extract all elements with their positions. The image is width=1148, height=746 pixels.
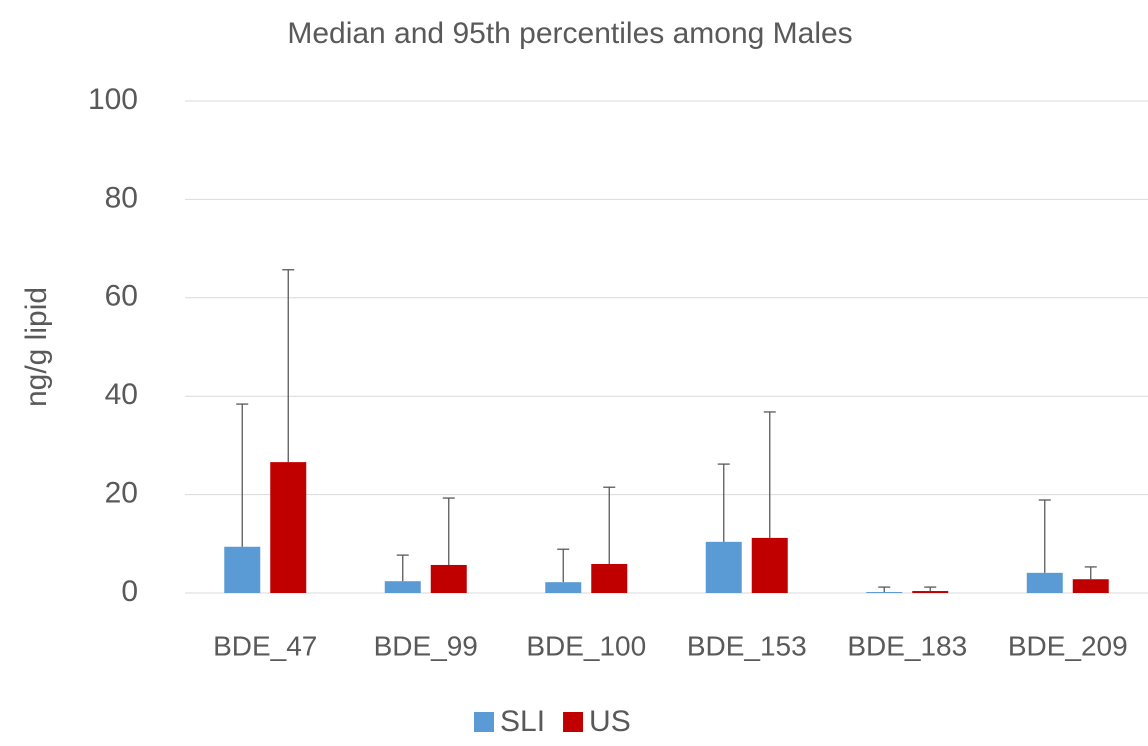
bar [430, 564, 467, 593]
legend-swatch [474, 712, 494, 732]
x-tick-label: BDE_153 [687, 630, 807, 661]
y-tick-label: 100 [88, 83, 138, 116]
y-tick-label: 0 [121, 575, 138, 608]
bar [270, 462, 307, 593]
y-tick-label: 40 [105, 378, 138, 411]
legend-label: US [589, 705, 631, 738]
bar [912, 591, 949, 593]
x-tick-label: BDE_47 [213, 630, 317, 661]
bar [545, 582, 582, 593]
bar [751, 537, 788, 593]
x-tick-label: BDE_183 [847, 630, 967, 661]
x-tick-label: BDE_100 [526, 630, 646, 661]
bar [705, 541, 742, 593]
bar [591, 563, 628, 593]
bar [1026, 572, 1063, 593]
chart-title: Median and 95th percentiles among Males [287, 17, 852, 50]
legend-label: SLI [500, 705, 545, 738]
y-axis-label: ng/g lipid [20, 287, 53, 407]
bar [1072, 579, 1109, 593]
bar [866, 592, 903, 593]
y-tick-label: 20 [105, 477, 138, 510]
y-tick-label: 60 [105, 280, 138, 313]
legend-swatch [563, 712, 584, 732]
bar [384, 581, 421, 593]
x-tick-label: BDE_209 [1008, 630, 1128, 661]
y-tick-label: 80 [105, 181, 138, 214]
bar [224, 546, 261, 593]
x-tick-label: BDE_99 [374, 630, 478, 661]
